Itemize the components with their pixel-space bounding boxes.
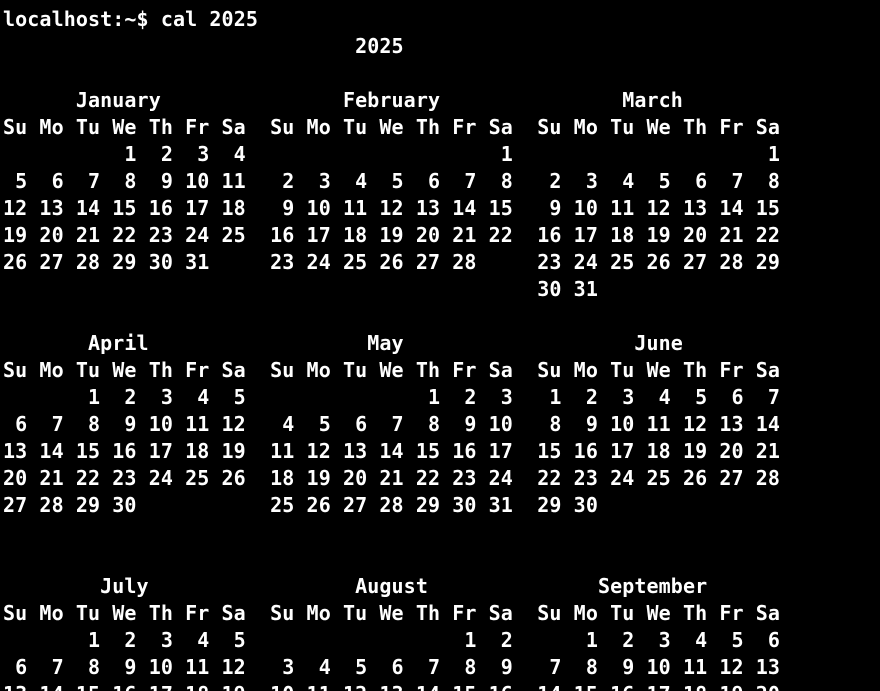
calendar-week-line: 30 31 — [3, 276, 880, 303]
calendar-week-line: 1 2 3 4 1 1 — [3, 141, 880, 168]
week-row: 29 30 — [537, 493, 781, 517]
week-row: 6 7 8 9 10 11 12 — [3, 655, 246, 679]
weekday-header: Su Mo Tu We Th Fr Sa — [270, 601, 513, 625]
month-name: August — [270, 574, 513, 598]
week-row: 19 20 21 22 23 24 25 — [3, 223, 246, 247]
calendar-week-line: 12 13 14 15 16 17 18 9 10 11 12 13 14 15… — [3, 195, 880, 222]
week-row: 22 23 24 25 26 27 28 — [537, 466, 781, 490]
month-name: June — [537, 331, 781, 355]
week-row — [537, 520, 780, 544]
month-name: July — [3, 574, 246, 598]
month-name: September — [537, 574, 781, 598]
year-title: 2025 — [355, 34, 404, 58]
week-row: 1 2 3 — [270, 385, 513, 409]
week-row: 11 12 13 14 15 16 17 — [270, 439, 513, 463]
calendar-week-line: 1 2 3 4 5 1 2 3 1 2 3 4 5 6 7 — [3, 384, 880, 411]
weekday-header: Su Mo Tu We Th Fr Sa — [537, 358, 781, 382]
week-row: 1 2 3 4 5 — [3, 628, 246, 652]
shell-prompt: localhost:~$ — [3, 7, 161, 31]
week-row: 25 26 27 28 29 30 31 — [270, 493, 513, 517]
week-row — [270, 277, 513, 301]
week-row: 12 13 14 15 16 17 18 — [3, 196, 246, 220]
calendar-week-line: 5 6 7 8 9 10 11 2 3 4 5 6 7 8 2 3 4 5 6 … — [3, 168, 880, 195]
weekday-header-line: Su Mo Tu We Th Fr Sa Su Mo Tu We Th Fr S… — [3, 600, 880, 627]
calendar-week-line: 20 21 22 23 24 25 26 18 19 20 21 22 23 2… — [3, 465, 880, 492]
week-row — [270, 520, 513, 544]
calendar-week-line: 27 28 29 30 25 26 27 28 29 30 31 29 30 — [3, 492, 880, 519]
month-name: April — [3, 331, 246, 355]
weekday-header-line: Su Mo Tu We Th Fr Sa Su Mo Tu We Th Fr S… — [3, 114, 880, 141]
week-row: 16 17 18 19 20 21 22 — [270, 223, 513, 247]
week-row: 1 2 3 4 5 6 — [537, 628, 781, 652]
calendar-week-line: 6 7 8 9 10 11 12 3 4 5 6 7 8 9 7 8 9 10 … — [3, 654, 880, 681]
week-row: 18 19 20 21 22 23 24 — [270, 466, 513, 490]
month-name-line: April May June — [3, 330, 880, 357]
weekday-header: Su Mo Tu We Th Fr Sa — [3, 115, 246, 139]
week-row: 5 6 7 8 9 10 11 — [3, 169, 246, 193]
weekday-header-line: Su Mo Tu We Th Fr Sa Su Mo Tu We Th Fr S… — [3, 357, 880, 384]
year-title-pad — [3, 34, 355, 58]
calendar-week-line: 13 14 15 16 17 18 19 10 11 12 13 14 15 1… — [3, 681, 880, 691]
week-row: 13 14 15 16 17 18 19 — [3, 439, 246, 463]
week-row: 30 31 — [537, 277, 781, 301]
week-row: 16 17 18 19 20 21 22 — [537, 223, 781, 247]
week-row: 2 3 4 5 6 7 8 — [537, 169, 781, 193]
weekday-header: Su Mo Tu We Th Fr Sa — [270, 115, 513, 139]
week-row: 20 21 22 23 24 25 26 — [3, 466, 246, 490]
week-row: 3 4 5 6 7 8 9 — [270, 655, 513, 679]
weekday-header: Su Mo Tu We Th Fr Sa — [3, 358, 246, 382]
month-name: February — [270, 88, 513, 112]
week-row: 10 11 12 13 14 15 16 — [270, 682, 513, 691]
month-name: January — [3, 88, 246, 112]
week-row: 14 15 16 17 18 19 20 — [537, 682, 780, 691]
calendar-week-line: 13 14 15 16 17 18 19 11 12 13 14 15 16 1… — [3, 438, 880, 465]
calendar-week-line: 19 20 21 22 23 24 25 16 17 18 19 20 21 2… — [3, 222, 880, 249]
week-row: 15 16 17 18 19 20 21 — [537, 439, 781, 463]
month-name-line: January February March — [3, 87, 880, 114]
week-row: 26 27 28 29 30 31 — [3, 250, 246, 274]
weekday-header: Su Mo Tu We Th Fr Sa — [537, 115, 781, 139]
blank-line — [3, 303, 880, 330]
week-row: 9 10 11 12 13 14 15 — [270, 196, 513, 220]
week-row: 8 9 10 11 12 13 14 — [537, 412, 781, 436]
week-row: 2 3 4 5 6 7 8 — [270, 169, 513, 193]
week-row: 23 24 25 26 27 28 — [270, 250, 513, 274]
blank-line — [3, 546, 880, 573]
week-row: 1 — [537, 142, 781, 166]
month-name-line: July August September — [3, 573, 880, 600]
command-text: cal 2025 — [160, 7, 258, 31]
week-row: 1 2 3 4 5 6 7 — [537, 385, 781, 409]
week-row: 9 10 11 12 13 14 15 — [537, 196, 781, 220]
week-row: 27 28 29 30 — [3, 493, 246, 517]
week-row: 1 2 3 4 — [3, 142, 246, 166]
weekday-header: Su Mo Tu We Th Fr Sa — [3, 601, 246, 625]
month-name: May — [270, 331, 513, 355]
week-row: 6 7 8 9 10 11 12 — [3, 412, 246, 436]
calendar-output: January February March Su Mo Tu We Th Fr… — [3, 60, 880, 691]
week-row: 7 8 9 10 11 12 13 — [537, 655, 781, 679]
week-row: 4 5 6 7 8 9 10 — [270, 412, 513, 436]
year-title-line: 2025 — [3, 33, 880, 60]
month-name: March — [537, 88, 781, 112]
blank-line — [3, 60, 880, 87]
calendar-week-line: 6 7 8 9 10 11 12 4 5 6 7 8 9 10 8 9 10 1… — [3, 411, 880, 438]
week-row: 1 2 — [270, 628, 513, 652]
calendar-week-line: 26 27 28 29 30 31 23 24 25 26 27 28 23 2… — [3, 249, 880, 276]
weekday-header: Su Mo Tu We Th Fr Sa — [537, 601, 781, 625]
week-row: 1 — [270, 142, 513, 166]
week-row: 13 14 15 16 17 18 19 — [3, 682, 246, 691]
weekday-header: Su Mo Tu We Th Fr Sa — [270, 358, 513, 382]
week-row — [3, 520, 246, 544]
week-row: 23 24 25 26 27 28 29 — [537, 250, 781, 274]
week-row: 1 2 3 4 5 — [3, 385, 246, 409]
command-line: localhost:~$ cal 2025 — [3, 6, 880, 33]
week-row — [3, 277, 246, 301]
calendar-week-line — [3, 519, 880, 546]
calendar-week-line: 1 2 3 4 5 1 2 1 2 3 4 5 6 — [3, 627, 880, 654]
